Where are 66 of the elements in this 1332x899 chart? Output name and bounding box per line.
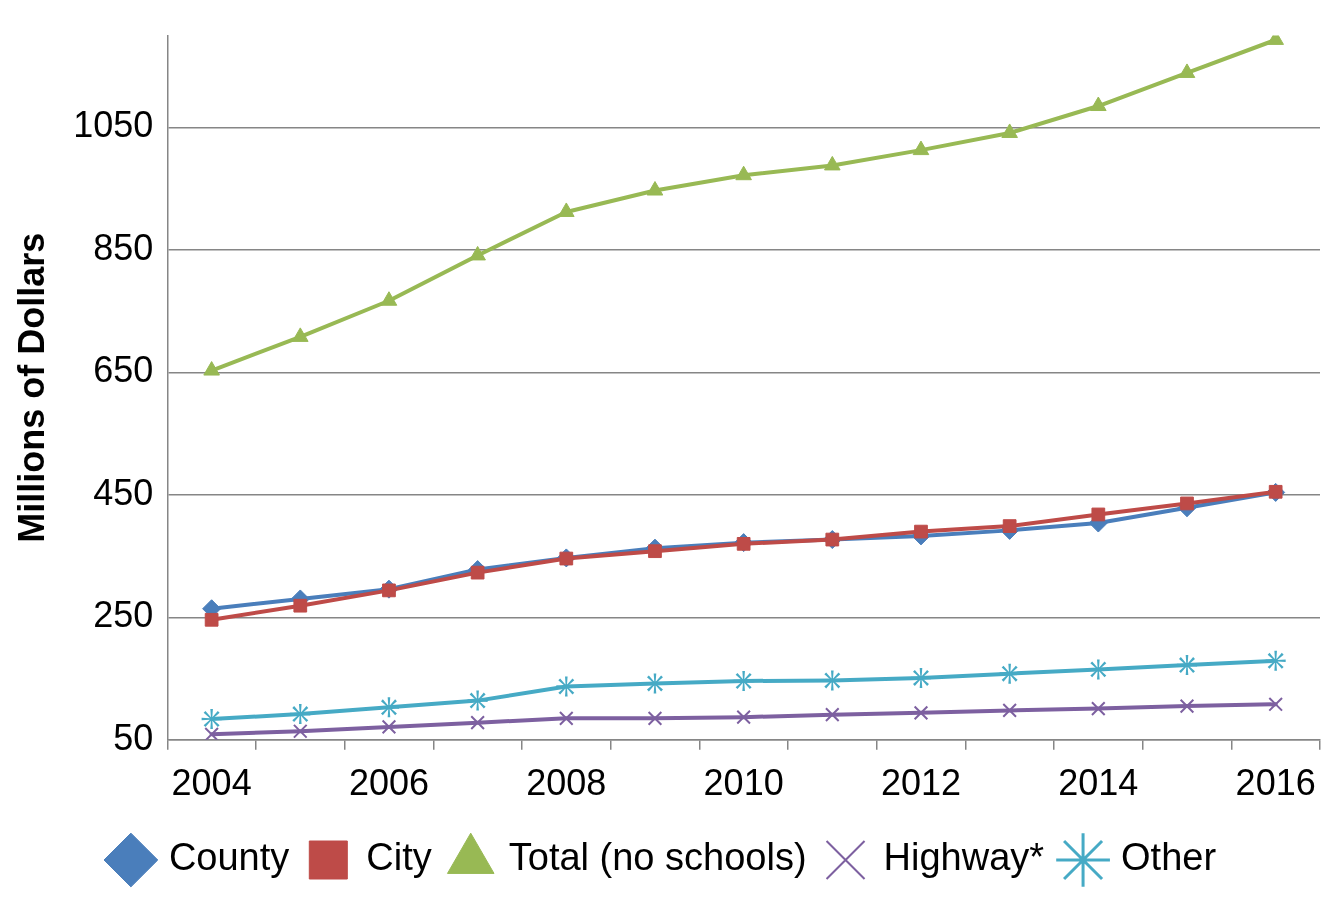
point <box>467 690 488 711</box>
point <box>999 663 1020 684</box>
x-tick-label: 2004 <box>171 762 252 804</box>
point <box>1001 123 1018 138</box>
point <box>1088 659 1109 680</box>
legend-label: County <box>168 836 290 879</box>
legend-label: Other <box>1121 836 1217 879</box>
y-tick-label: 650 <box>93 349 154 391</box>
legend-label: Total (no schools) <box>508 836 807 879</box>
legend-label: City <box>366 836 432 879</box>
y-tick-label: 450 <box>93 471 154 513</box>
point <box>1265 650 1286 671</box>
point <box>913 705 929 721</box>
point <box>293 598 308 613</box>
point <box>558 711 574 726</box>
point <box>824 707 840 723</box>
point <box>382 583 396 598</box>
x-tick-label: 2016 <box>1235 762 1316 804</box>
point <box>648 544 662 559</box>
point <box>822 670 843 691</box>
x-tick-label: 2010 <box>703 762 784 804</box>
y-tick-label: 50 <box>113 716 154 758</box>
point <box>824 155 841 171</box>
point <box>1090 701 1106 716</box>
y-tick-label: 250 <box>93 594 154 636</box>
point <box>378 697 399 718</box>
point <box>736 709 752 725</box>
point <box>380 291 398 306</box>
point <box>1178 63 1196 78</box>
point <box>1268 696 1284 712</box>
y-tick-label: 850 <box>93 226 154 268</box>
point <box>1002 703 1018 718</box>
point <box>558 202 575 217</box>
point <box>735 165 752 181</box>
point <box>204 726 219 740</box>
point <box>1090 96 1107 112</box>
point <box>1179 698 1195 714</box>
point <box>914 524 928 539</box>
point <box>292 327 309 342</box>
x-tick-label: 2014 <box>1058 762 1139 804</box>
point <box>204 612 219 627</box>
point <box>644 673 665 694</box>
x-tick-label: 2008 <box>526 762 607 804</box>
point <box>733 671 754 692</box>
y-axis-title: Millions of Dollars <box>10 232 52 543</box>
point <box>647 711 663 726</box>
point <box>290 704 311 725</box>
point <box>381 719 397 735</box>
point <box>470 565 485 580</box>
point <box>470 715 485 731</box>
point <box>469 245 486 261</box>
point <box>1002 519 1017 533</box>
legend-label: Highway* <box>883 836 1045 879</box>
point <box>1180 496 1194 511</box>
point <box>1176 655 1197 676</box>
point <box>556 676 577 697</box>
point <box>1091 507 1106 522</box>
point <box>646 181 664 196</box>
y-tick-label: 1050 <box>73 104 154 146</box>
point <box>203 361 220 376</box>
x-tick-label: 2012 <box>880 762 962 804</box>
x-tick-label: 2006 <box>348 762 430 804</box>
point <box>912 140 930 156</box>
point <box>292 723 308 739</box>
point <box>910 667 931 688</box>
point <box>201 708 222 729</box>
